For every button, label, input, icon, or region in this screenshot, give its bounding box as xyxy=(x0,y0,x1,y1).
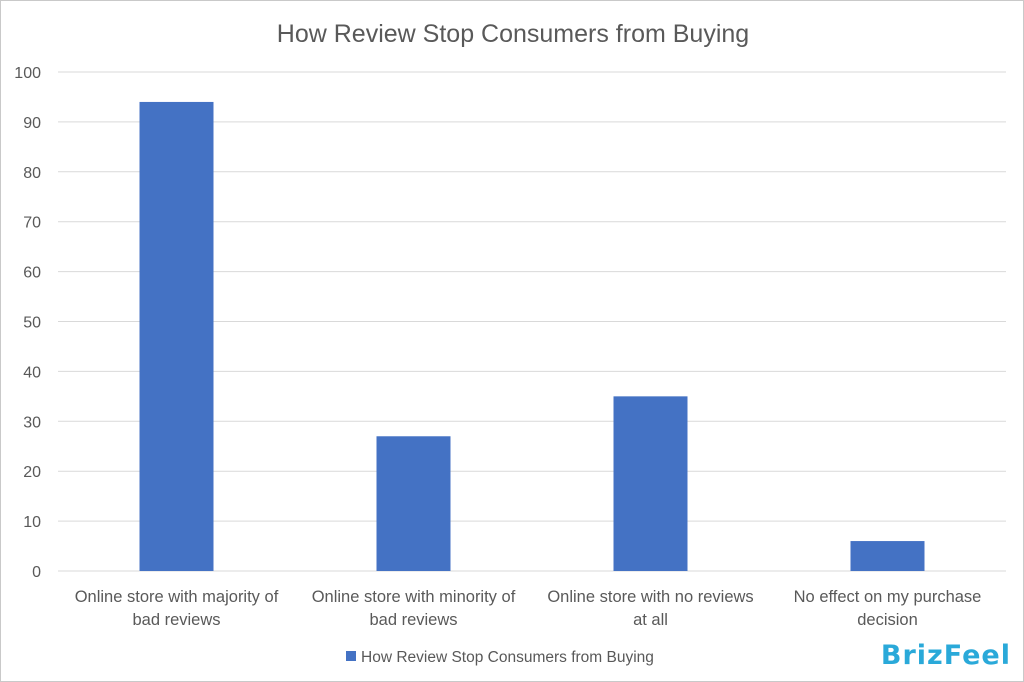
brand-logo: BrizFeel xyxy=(880,640,1011,671)
chart-title: How Review Stop Consumers from Buying xyxy=(277,20,749,48)
bar xyxy=(139,101,214,571)
y-tick-label: 10 xyxy=(23,514,41,531)
x-tick-label-line: Online store with minority of xyxy=(312,588,516,606)
x-tick-label-line: bad reviews xyxy=(369,611,457,629)
y-tick-label: 60 xyxy=(23,265,41,282)
legend-label: How Review Stop Consumers from Buying xyxy=(361,649,654,666)
x-tick-label-line: decision xyxy=(857,611,918,629)
y-tick-label: 30 xyxy=(23,414,41,431)
bars xyxy=(139,101,925,571)
y-tick-label: 70 xyxy=(23,215,41,232)
bar xyxy=(376,436,451,571)
legend: How Review Stop Consumers from Buying xyxy=(346,649,654,666)
y-tick-label: 100 xyxy=(14,65,41,82)
y-tick-label: 0 xyxy=(32,564,41,581)
bar xyxy=(850,541,925,571)
x-tick-label: Online store with no reviews at all xyxy=(547,588,753,629)
y-axis-ticks: 0 10 20 30 40 50 60 70 80 90 100 xyxy=(14,65,41,581)
y-tick-label: 90 xyxy=(23,115,41,132)
x-tick-label: No effect on my purchase decision xyxy=(794,588,982,629)
x-tick-label-line: No effect on my purchase xyxy=(794,588,982,606)
x-axis-ticks: Online store with majority of bad reviews… xyxy=(75,588,982,629)
y-tick-label: 80 xyxy=(23,165,41,182)
gridlines xyxy=(58,71,1006,572)
bar xyxy=(613,396,688,571)
x-tick-label: Online store with majority of bad reviews xyxy=(75,588,279,629)
x-tick-label-line: Online store with majority of xyxy=(75,588,279,606)
x-tick-label-line: Online store with no reviews xyxy=(547,588,753,606)
x-tick-label-line: bad reviews xyxy=(132,611,220,629)
y-tick-label: 20 xyxy=(23,464,41,481)
y-tick-label: 40 xyxy=(23,364,41,381)
legend-swatch xyxy=(346,651,356,661)
x-tick-label: Online store with minority of bad reviews xyxy=(312,588,516,629)
y-tick-label: 50 xyxy=(23,315,41,332)
x-tick-label-line: at all xyxy=(633,611,668,629)
